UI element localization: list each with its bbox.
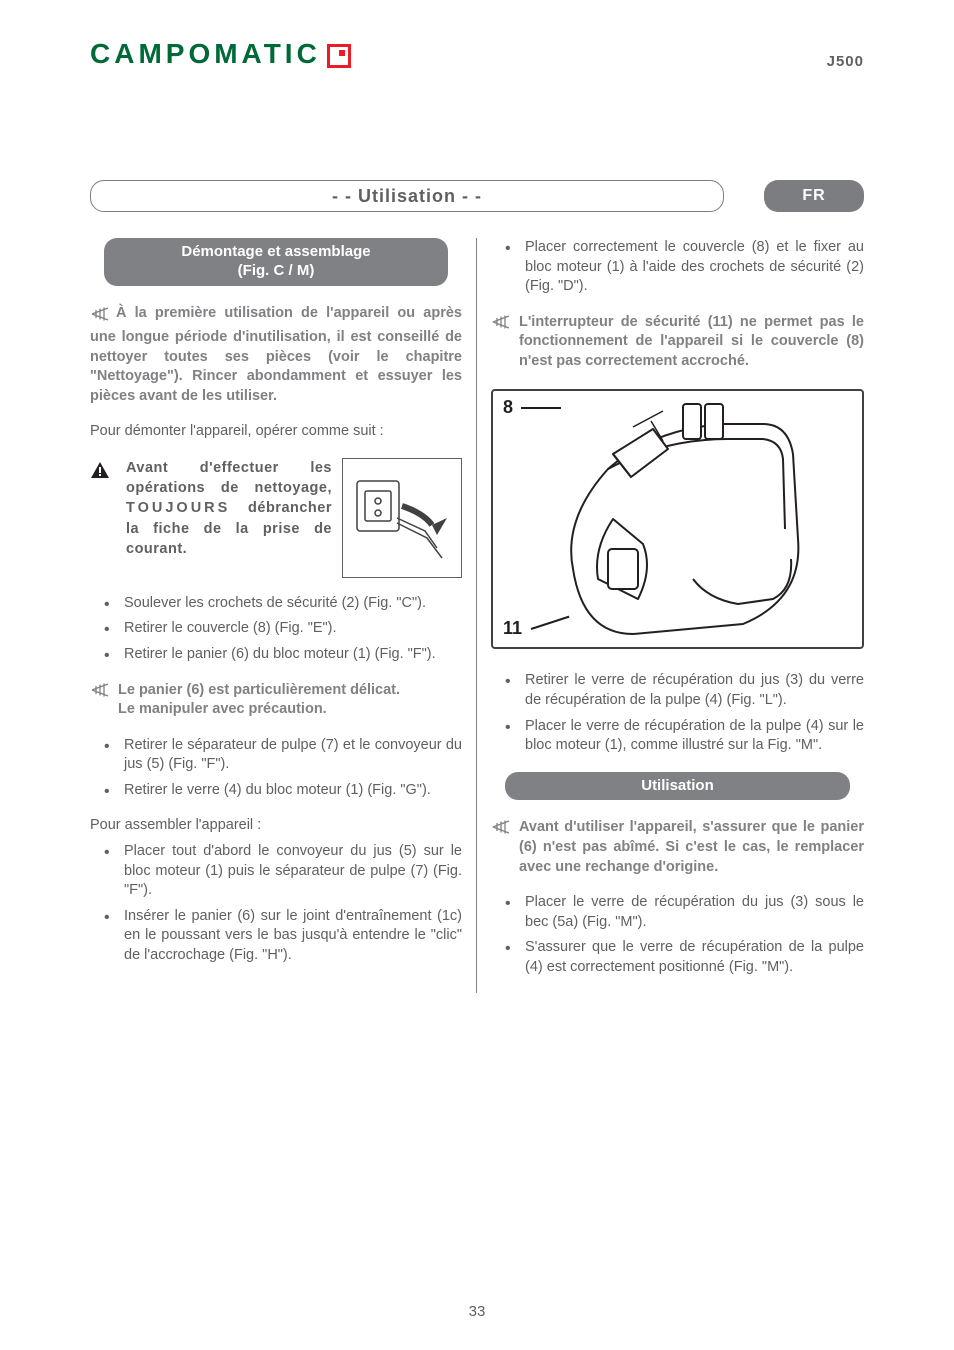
note-icon <box>90 681 110 706</box>
figure-lid-lock-drawing <box>513 399 843 639</box>
list-item: Retirer le verre (4) du bloc moteur (1) … <box>90 781 462 801</box>
figure-callout-8: 8 <box>503 397 513 418</box>
left-column: Démontage et assemblage (Fig. C / M) À l… <box>90 238 477 993</box>
model-number: J500 <box>827 53 864 70</box>
section-heading-usage: Utilisation <box>505 772 850 801</box>
disassemble-steps-2: Retirer le séparateur de pulpe (7) et le… <box>90 736 462 801</box>
brand-logo: CAMPOMATIC <box>90 38 351 70</box>
list-item: S'assurer que le verre de récupération d… <box>491 938 864 977</box>
note-icon <box>90 305 110 330</box>
note-first-use: À la première utilisation de l'appareil … <box>90 304 462 407</box>
note-first-use-text: À la première utilisation de l'appareil … <box>90 305 462 404</box>
note-basket-line1: Le panier (6) est particulièrement délic… <box>118 682 400 698</box>
note-safety-switch: L'interrupteur de sécurité (11) ne perme… <box>491 313 864 372</box>
unplug-illustration <box>342 458 462 578</box>
brand-text: CAMPOMATIC <box>90 38 321 70</box>
assemble-steps: Placer tout d'abord le convoyeur du jus … <box>90 842 462 965</box>
warning-icon <box>90 461 110 579</box>
title-row: - - Utilisation - - FR <box>90 180 864 212</box>
note-safety-switch-text: L'interrupteur de sécurité (11) ne perme… <box>519 314 864 369</box>
page-title: - - Utilisation - - <box>90 180 724 212</box>
manual-page: CAMPOMATIC J500 - - Utilisation - - FR D… <box>0 0 954 1350</box>
section-heading-line2: (Fig. C / M) <box>238 262 315 279</box>
list-item: Placer le verre de récupération de la pu… <box>491 717 864 756</box>
glass-steps: Retirer le verre de récupération du jus … <box>491 671 864 755</box>
plug-icon <box>347 463 457 573</box>
note-basket-delicate: Le panier (6) est particulièrement délic… <box>90 681 462 720</box>
note-icon <box>491 818 511 843</box>
figure-lid-lock: 8 11 <box>491 389 864 649</box>
page-number: 33 <box>0 1303 954 1320</box>
list-item: Insérer le panier (6) sur le joint d'ent… <box>90 907 462 966</box>
content-columns: Démontage et assemblage (Fig. C / M) À l… <box>90 238 864 993</box>
right-column: Placer correctement le couvercle (8) et … <box>477 238 864 993</box>
note-basket-line2: Le manipuler avec précaution. <box>118 701 327 717</box>
language-badge: FR <box>764 180 864 212</box>
warning-unplug-text: Avant d'effectuer les opérations de nett… <box>126 458 332 578</box>
note-check-basket-text: Avant d'utiliser l'appareil, s'assurer q… <box>519 819 864 874</box>
disassemble-steps-1: Soulever les crochets de sécurité (2) (F… <box>90 594 462 665</box>
list-item: Placer correctement le couvercle (8) et … <box>491 238 864 297</box>
section-heading-disassembly: Démontage et assemblage (Fig. C / M) <box>104 238 448 286</box>
warning-unplug: Avant d'effectuer les opérations de nett… <box>90 458 462 578</box>
list-item: Retirer le verre de récupération du jus … <box>491 671 864 710</box>
para-disassemble-intro: Pour démonter l'appareil, opérer comme s… <box>90 422 462 442</box>
list-item: Placer le verre de récupération du jus (… <box>491 893 864 932</box>
note-check-basket: Avant d'utiliser l'appareil, s'assurer q… <box>491 818 864 877</box>
para-assemble-intro: Pour assembler l'appareil : <box>90 816 462 836</box>
list-item: Retirer le couvercle (8) (Fig. "E"). <box>90 619 462 639</box>
figure-callout-11: 11 <box>503 618 522 639</box>
list-item: Soulever les crochets de sécurité (2) (F… <box>90 594 462 614</box>
section-heading-line1: Démontage et assemblage <box>181 243 370 260</box>
header-row: CAMPOMATIC J500 <box>90 38 864 70</box>
assemble-steps-cont: Placer correctement le couvercle (8) et … <box>491 238 864 297</box>
usage-steps: Placer le verre de récupération du jus (… <box>491 893 864 977</box>
brand-logo-square-icon <box>327 44 351 68</box>
list-item: Placer tout d'abord le convoyeur du jus … <box>90 842 462 901</box>
list-item: Retirer le séparateur de pulpe (7) et le… <box>90 736 462 775</box>
note-icon <box>491 313 511 338</box>
list-item: Retirer le panier (6) du bloc moteur (1)… <box>90 645 462 665</box>
